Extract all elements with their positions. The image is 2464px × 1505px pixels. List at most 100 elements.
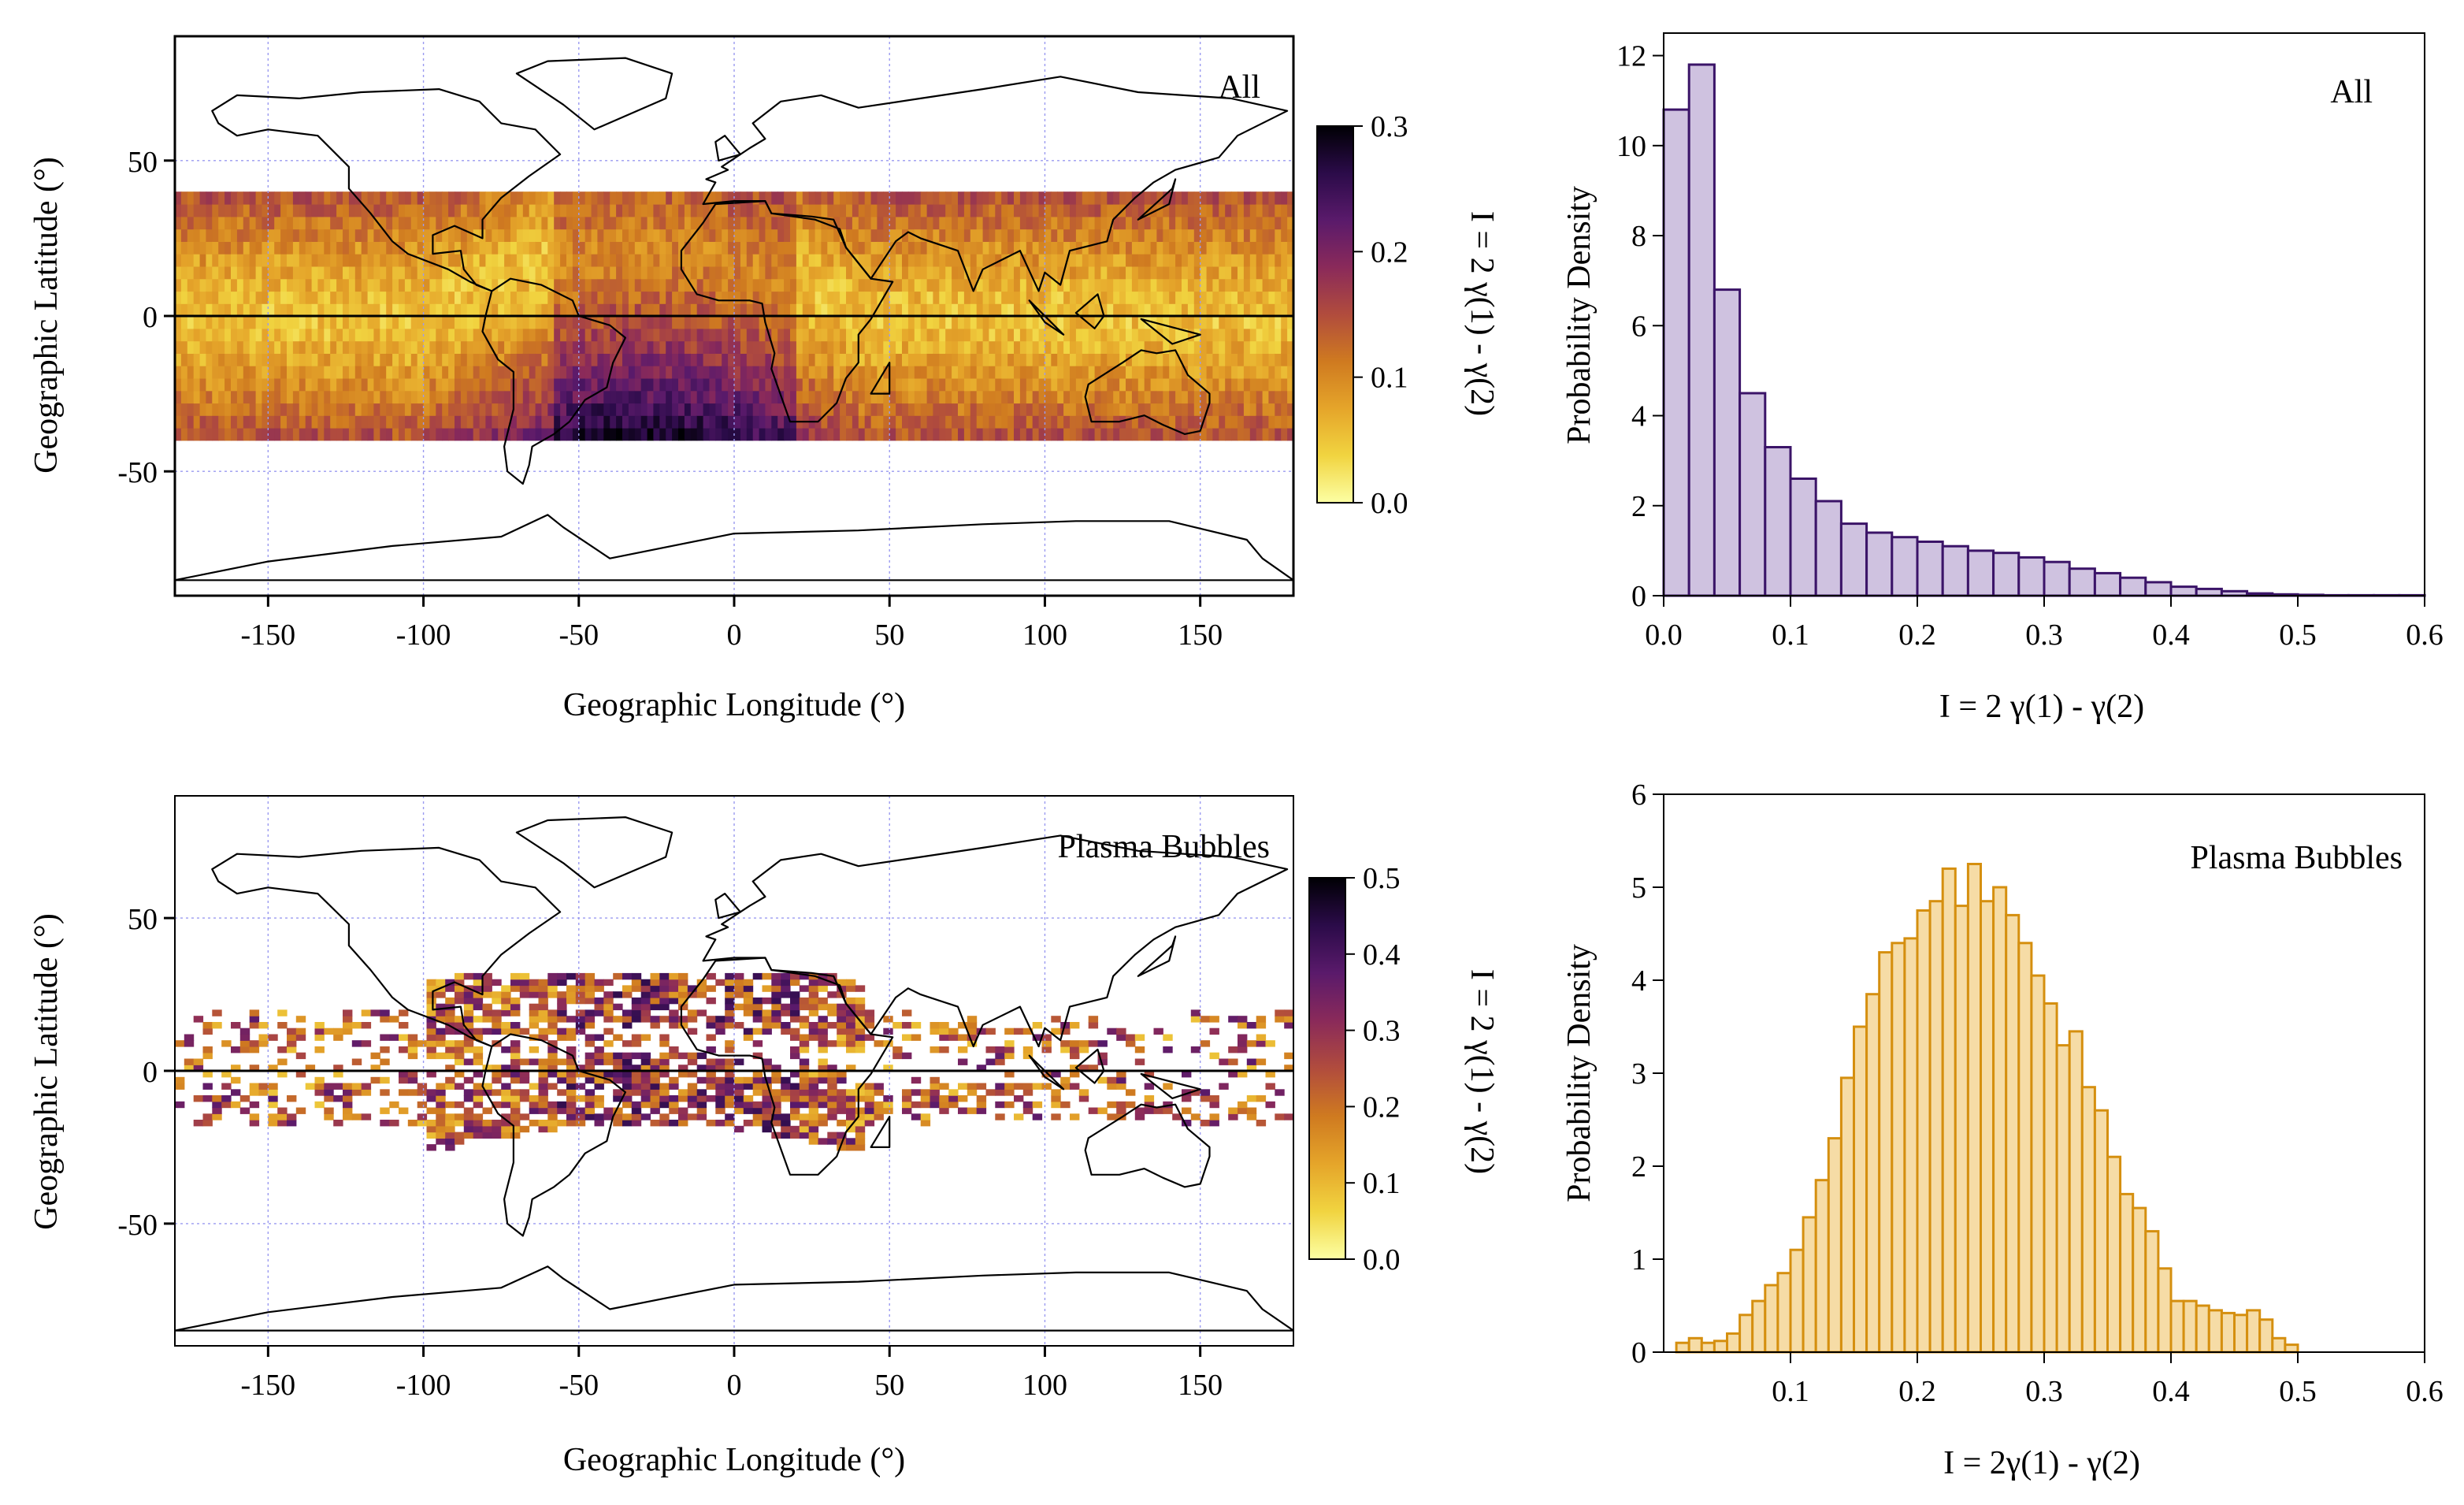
heatmap-cell (336, 278, 343, 292)
heatmap-cell (870, 415, 878, 429)
heatmap-cell (821, 303, 828, 317)
heatmap-cell (995, 415, 1002, 429)
heatmap-cell (324, 428, 331, 441)
heatmap-cell (249, 415, 257, 429)
heatmap-cell (837, 1071, 847, 1078)
heatmap-cell (1206, 428, 1214, 441)
heatmap-cell (784, 390, 791, 404)
heatmap-cell (591, 390, 599, 404)
heatmap-cell (926, 328, 934, 342)
heatmap-cell (889, 377, 896, 392)
heatmap-cell (920, 1089, 931, 1096)
heatmap-cell (640, 403, 648, 416)
heatmap-cell (933, 390, 940, 404)
heatmap-cell (896, 229, 903, 242)
heatmap-cell (218, 340, 225, 354)
heatmap-cell (330, 316, 337, 329)
heatmap-cell (463, 1132, 474, 1139)
heatmap-cell (262, 291, 269, 304)
heatmap-cell (175, 241, 182, 255)
heatmap-cell (1281, 353, 1288, 366)
heatmap-cell (292, 390, 300, 404)
heatmap-cell (529, 291, 536, 304)
heatmap-cell (566, 241, 573, 255)
heatmap-cell (827, 1040, 837, 1047)
heatmap-cell (995, 204, 1002, 217)
heatmap-cell (852, 278, 859, 292)
heatmap-cell (1246, 1095, 1257, 1102)
heatmap-cell (889, 229, 896, 242)
heatmap-cell (846, 1040, 856, 1047)
heatmap-cell (280, 377, 288, 392)
heatmap-cell (706, 1034, 716, 1041)
heatmap-cell (622, 1083, 633, 1090)
heatmap-cell (855, 997, 866, 1005)
heatmap-cell (280, 340, 288, 354)
heatmap-cell (575, 1120, 586, 1127)
heatmap-cell (914, 428, 922, 441)
heatmap-cell (1256, 1058, 1267, 1065)
heatmap-cell (715, 1076, 725, 1084)
heatmap-cell (696, 216, 704, 230)
heatmap-cell (902, 328, 909, 342)
heatmap-cell (995, 1113, 1005, 1120)
heatmap-cell (1097, 1076, 1108, 1084)
heatmap-cell (902, 204, 909, 217)
heatmap-cell (709, 266, 716, 280)
heatmap-cell (479, 328, 487, 342)
heatmap-cell (231, 278, 238, 292)
heatmap-cell (324, 1027, 334, 1035)
heatmap-cell (367, 428, 375, 441)
heatmap-cell (1014, 291, 1021, 304)
heatmap-cell (622, 1076, 633, 1084)
heatmap-cell (659, 266, 666, 280)
heatmap-cell (597, 254, 604, 267)
heatmap-cell (616, 191, 623, 205)
heatmap-cell (218, 403, 225, 416)
heatmap-cell (759, 191, 766, 205)
heatmap-cell (952, 241, 959, 255)
heatmap-cell (846, 1046, 856, 1054)
heatmap-cell (687, 1095, 698, 1102)
heatmap-cell (410, 278, 418, 292)
heatmap-cell (436, 1027, 446, 1035)
heatmap-cell (1200, 229, 1208, 242)
heatmap-cell (584, 266, 592, 280)
heatmap-cell (771, 979, 781, 987)
heatmap-cell (268, 1120, 278, 1127)
heatmap-cell (529, 316, 536, 329)
heatmap-cell (914, 266, 922, 280)
heatmap-cell (187, 340, 195, 354)
heatmap-cell (299, 266, 306, 280)
heatmap-cell (1212, 191, 1219, 205)
heatmap-cell (902, 316, 909, 329)
heatmap-cell (790, 979, 800, 987)
heatmap-cell (1088, 191, 1096, 205)
heatmap-cell (995, 428, 1002, 441)
heatmap-cell (628, 254, 636, 267)
heatmap-cell (1137, 266, 1145, 280)
heatmap-cell (280, 191, 288, 205)
heatmap-cell (858, 390, 866, 404)
heatmap-cell (560, 291, 567, 304)
heatmap-cell (958, 241, 965, 255)
heatmap-cell (399, 1022, 409, 1029)
heatmap-cell (790, 1052, 800, 1060)
heatmap-cell (1045, 340, 1052, 354)
hist-x-tick-label: 0.2 (1898, 619, 1936, 652)
heatmap-cell (1075, 415, 1083, 429)
heatmap-cell (995, 229, 1002, 242)
heatmap-cell (330, 266, 337, 280)
heatmap-cell (1137, 216, 1145, 230)
heatmap-cell (1131, 229, 1139, 242)
heatmap-cell (492, 229, 499, 242)
heatmap-cell (902, 403, 909, 416)
heatmap-cell (740, 428, 748, 441)
heatmap-cell (504, 191, 511, 205)
heatmap-cell (963, 266, 971, 280)
heatmap-cell (827, 390, 834, 404)
heatmap-cell (299, 353, 306, 366)
heatmap-cell (1051, 204, 1058, 217)
heatmap-cell (175, 303, 182, 317)
heatmap-cell (1243, 278, 1251, 292)
